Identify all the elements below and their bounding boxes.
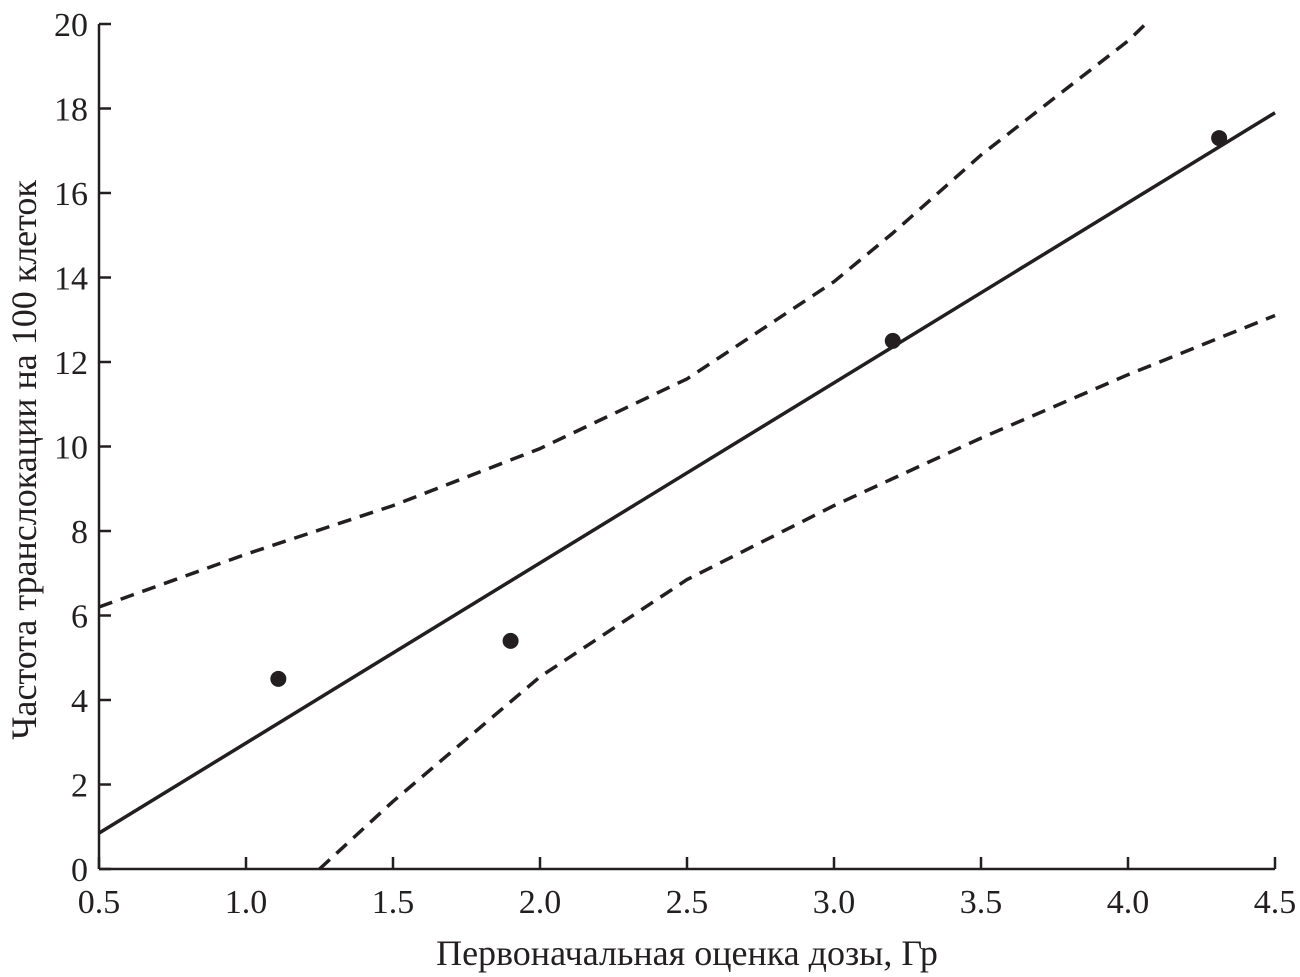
y-tick-label: 2 xyxy=(71,768,88,805)
confidence-band-line xyxy=(98,22,1147,609)
x-tick-label: 1.5 xyxy=(372,884,415,921)
x-tick-label: 4.0 xyxy=(1107,884,1150,921)
data-point xyxy=(270,670,287,687)
x-axis-title: Первоначальная оценка дозы, Гр xyxy=(436,933,938,973)
y-tick-label: 8 xyxy=(71,514,88,551)
data-point xyxy=(1211,130,1228,147)
y-tick-label: 0 xyxy=(71,852,88,889)
plot-area xyxy=(98,22,1276,871)
y-tick-label: 20 xyxy=(54,7,88,44)
x-tick-label: 2.5 xyxy=(666,884,709,921)
x-tick-label: 3.0 xyxy=(813,884,856,921)
axes: 0.5 1.0 1.5 2.0 2.5 3.0 3.5 4.0 4.5 0 2 4 6 8 10 12 14 1… xyxy=(54,7,1296,921)
y-ticks: 0 2 4 6 8 10 12 14 16 18 20 xyxy=(54,7,111,889)
y-tick-label: 16 xyxy=(54,176,88,213)
y-tick-label: 14 xyxy=(54,261,88,298)
x-tick-label: 3.5 xyxy=(960,884,1003,921)
data-point xyxy=(502,632,519,649)
x-ticks: 0.5 1.0 1.5 2.0 2.5 3.0 3.5 4.0 4.5 xyxy=(78,857,1297,921)
x-tick-label: 0.5 xyxy=(78,884,121,921)
y-tick-label: 4 xyxy=(71,683,88,720)
x-tick-label: 2.0 xyxy=(519,884,562,921)
regression-line xyxy=(98,111,1276,835)
x-tick-label: 1.0 xyxy=(225,884,268,921)
y-axis-title: Частота транслокации на 100 клеток xyxy=(4,180,44,740)
y-tick-label: 6 xyxy=(71,599,88,636)
y-tick-label: 12 xyxy=(54,345,88,382)
y-tick-label: 10 xyxy=(54,430,88,467)
y-tick-label: 18 xyxy=(54,92,88,129)
x-tick-label: 4.5 xyxy=(1254,884,1297,921)
confidence-band-line xyxy=(318,313,1276,871)
